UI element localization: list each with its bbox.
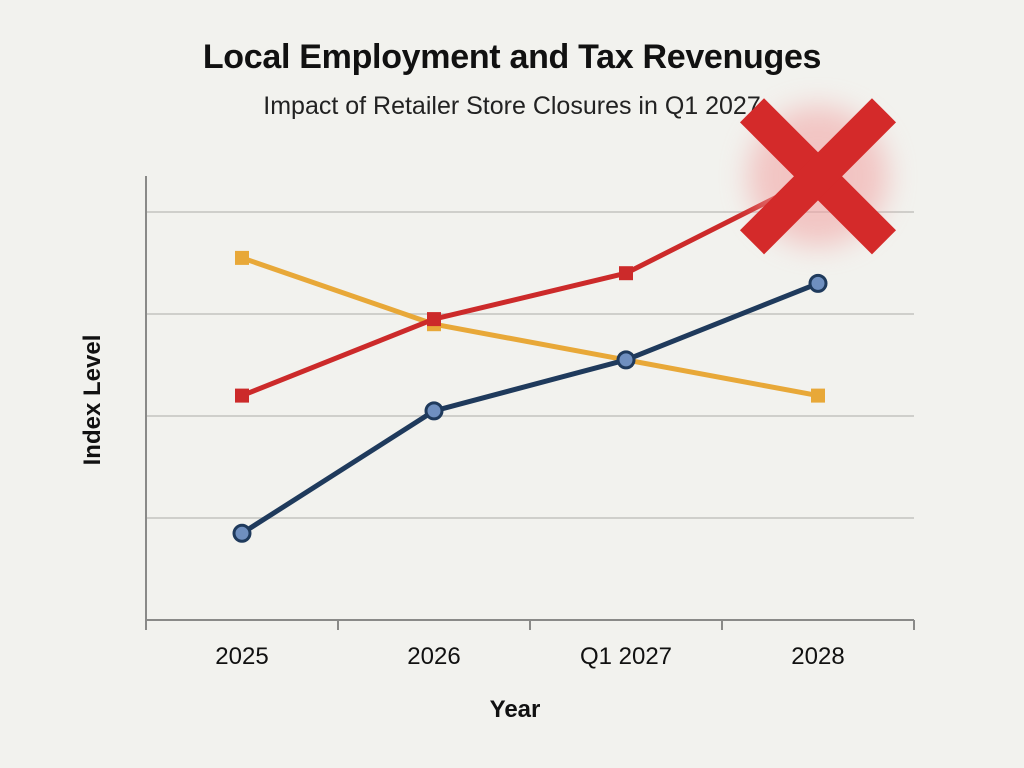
data-point: [619, 266, 633, 281]
cross-mark-icon: [739, 98, 897, 255]
data-point: [808, 273, 828, 293]
x-tick-label: 2028: [791, 643, 844, 670]
grid-lines: [146, 211, 914, 519]
x-tick-label: 2026: [407, 643, 460, 670]
series-line-3: [239, 280, 821, 536]
y-axis-title: Index Level: [79, 335, 106, 466]
data-point: [232, 523, 252, 543]
series-line-1: [239, 255, 821, 399]
series-line-2: [239, 173, 821, 399]
x-tick-label: 2025: [215, 643, 268, 670]
x-axis-title: Year: [490, 696, 541, 723]
data-point: [427, 312, 441, 327]
tick-labels: 2025 2026 Q1 2027 2028: [215, 643, 844, 670]
series-lines: [232, 173, 828, 543]
chart-title: Local Employment and Tax Revenuges: [202, 38, 822, 76]
data-point: [424, 401, 444, 421]
data-point: [616, 350, 636, 370]
data-point: [811, 388, 825, 403]
chart-subtitle: Impact of Retailer Store Closures in Q1 …: [263, 92, 761, 120]
axes: [145, 176, 915, 630]
cross-stroke: [739, 98, 897, 255]
annotations: [739, 98, 897, 255]
x-tick-label: Q1 2027: [580, 643, 672, 670]
data-point: [235, 388, 249, 403]
data-point: [235, 250, 249, 265]
